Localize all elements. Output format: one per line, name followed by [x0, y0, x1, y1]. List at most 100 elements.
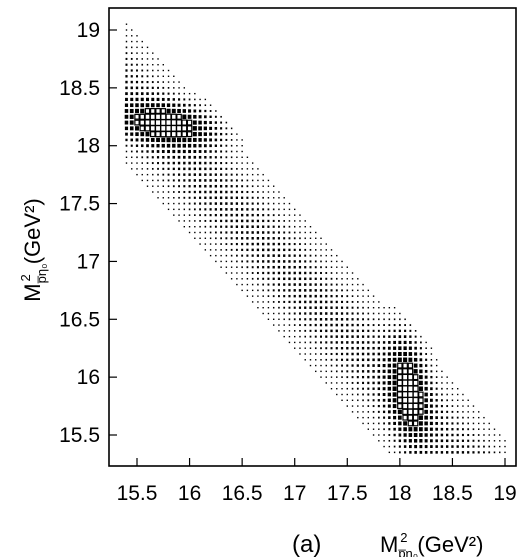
- histogram-bin: [150, 108, 156, 114]
- histogram-bin: [325, 277, 328, 280]
- histogram-bin: [136, 40, 138, 43]
- histogram-bin: [246, 173, 249, 176]
- histogram-bin: [151, 167, 154, 170]
- histogram-bin: [175, 125, 183, 132]
- histogram-bin: [418, 391, 424, 398]
- histogram-bin: [272, 214, 275, 217]
- histogram-bin: [246, 213, 249, 217]
- histogram-bin: [435, 387, 438, 390]
- histogram-bin: [161, 143, 165, 148]
- histogram-bin: [181, 119, 188, 126]
- histogram-bin: [346, 376, 349, 379]
- histogram-bin: [314, 323, 317, 327]
- histogram-bin: [251, 225, 254, 228]
- histogram-bin: [367, 352, 370, 356]
- histogram-bin: [283, 237, 286, 240]
- histogram-bin: [392, 369, 397, 374]
- histogram-bin: [173, 191, 175, 193]
- histogram-bin: [346, 272, 348, 274]
- histogram-bin: [257, 168, 259, 170]
- histogram-bin: [404, 329, 407, 333]
- histogram-bin: [472, 434, 475, 436]
- histogram-bin: [204, 190, 207, 194]
- histogram-bin: [220, 150, 223, 153]
- histogram-bin: [214, 219, 217, 223]
- histogram-bin: [230, 272, 233, 274]
- histogram-bin: [346, 300, 349, 303]
- histogram-bin: [203, 144, 207, 148]
- histogram-bin: [315, 370, 317, 373]
- histogram-bin: [277, 231, 280, 234]
- histogram-bin: [393, 307, 396, 309]
- histogram-bin: [214, 231, 217, 234]
- histogram-bin: [277, 289, 280, 292]
- histogram-bin: [167, 98, 170, 101]
- histogram-bin: [173, 208, 175, 211]
- histogram-bin: [140, 108, 145, 114]
- histogram-bin: [336, 382, 338, 384]
- histogram-bin: [267, 307, 270, 309]
- histogram-bin: [220, 231, 223, 234]
- histogram-bin: [493, 440, 496, 442]
- histogram-bin: [435, 433, 438, 437]
- histogram-bin: [488, 451, 491, 454]
- histogram-bin: [230, 237, 233, 240]
- histogram-bin: [299, 243, 301, 246]
- histogram-bin: [402, 408, 409, 415]
- histogram-bin: [183, 190, 186, 194]
- histogram-bin: [246, 248, 249, 252]
- histogram-bin: [383, 324, 385, 326]
- histogram-bin: [351, 335, 354, 338]
- histogram-bin: [209, 132, 213, 136]
- histogram-bin: [186, 131, 193, 138]
- histogram-bin: [283, 312, 285, 315]
- histogram-bin: [412, 408, 419, 416]
- histogram-bin: [251, 272, 254, 274]
- histogram-bin: [144, 119, 151, 126]
- histogram-bin: [504, 440, 506, 442]
- histogram-bin: [141, 86, 144, 90]
- histogram-bin: [171, 137, 176, 143]
- histogram-bin: [241, 190, 244, 194]
- histogram-bin: [325, 260, 327, 263]
- histogram-bin: [377, 387, 381, 391]
- histogram-bin: [483, 422, 485, 425]
- histogram-bin: [392, 404, 397, 409]
- histogram-bin: [320, 370, 322, 373]
- histogram-bin: [403, 351, 407, 357]
- histogram-bin: [367, 405, 370, 407]
- histogram-bin: [456, 405, 459, 407]
- histogram-bin: [288, 225, 291, 228]
- histogram-bin: [398, 439, 402, 443]
- histogram-bin: [230, 190, 233, 194]
- histogram-bin: [257, 283, 259, 286]
- histogram-bin: [493, 445, 496, 448]
- histogram-bin: [162, 75, 164, 77]
- histogram-bin: [351, 312, 354, 315]
- histogram-bin: [429, 410, 433, 414]
- histogram-bin: [146, 168, 149, 170]
- histogram-bin: [440, 451, 444, 454]
- histogram-bin: [407, 414, 414, 421]
- y-tick-label: 16: [77, 366, 100, 389]
- histogram-bin: [325, 329, 328, 333]
- histogram-bin: [435, 359, 438, 361]
- histogram-bin: [446, 393, 448, 396]
- histogram-bin: [230, 179, 233, 182]
- histogram-bin: [451, 382, 454, 384]
- histogram-bin: [246, 231, 249, 234]
- histogram-bin: [477, 445, 480, 448]
- histogram-bin: [194, 237, 196, 239]
- histogram-bin: [283, 214, 285, 216]
- histogram-bin: [131, 29, 133, 31]
- histogram-bin: [278, 295, 280, 298]
- histogram-bin: [488, 440, 490, 442]
- histogram-bin: [236, 272, 238, 274]
- histogram-bin: [351, 352, 354, 356]
- histogram-bin: [378, 422, 380, 425]
- histogram-bin: [335, 329, 338, 333]
- histogram-bin: [294, 341, 296, 344]
- histogram-bin: [351, 358, 354, 362]
- histogram-bin: [293, 271, 296, 275]
- histogram-bin: [193, 161, 197, 165]
